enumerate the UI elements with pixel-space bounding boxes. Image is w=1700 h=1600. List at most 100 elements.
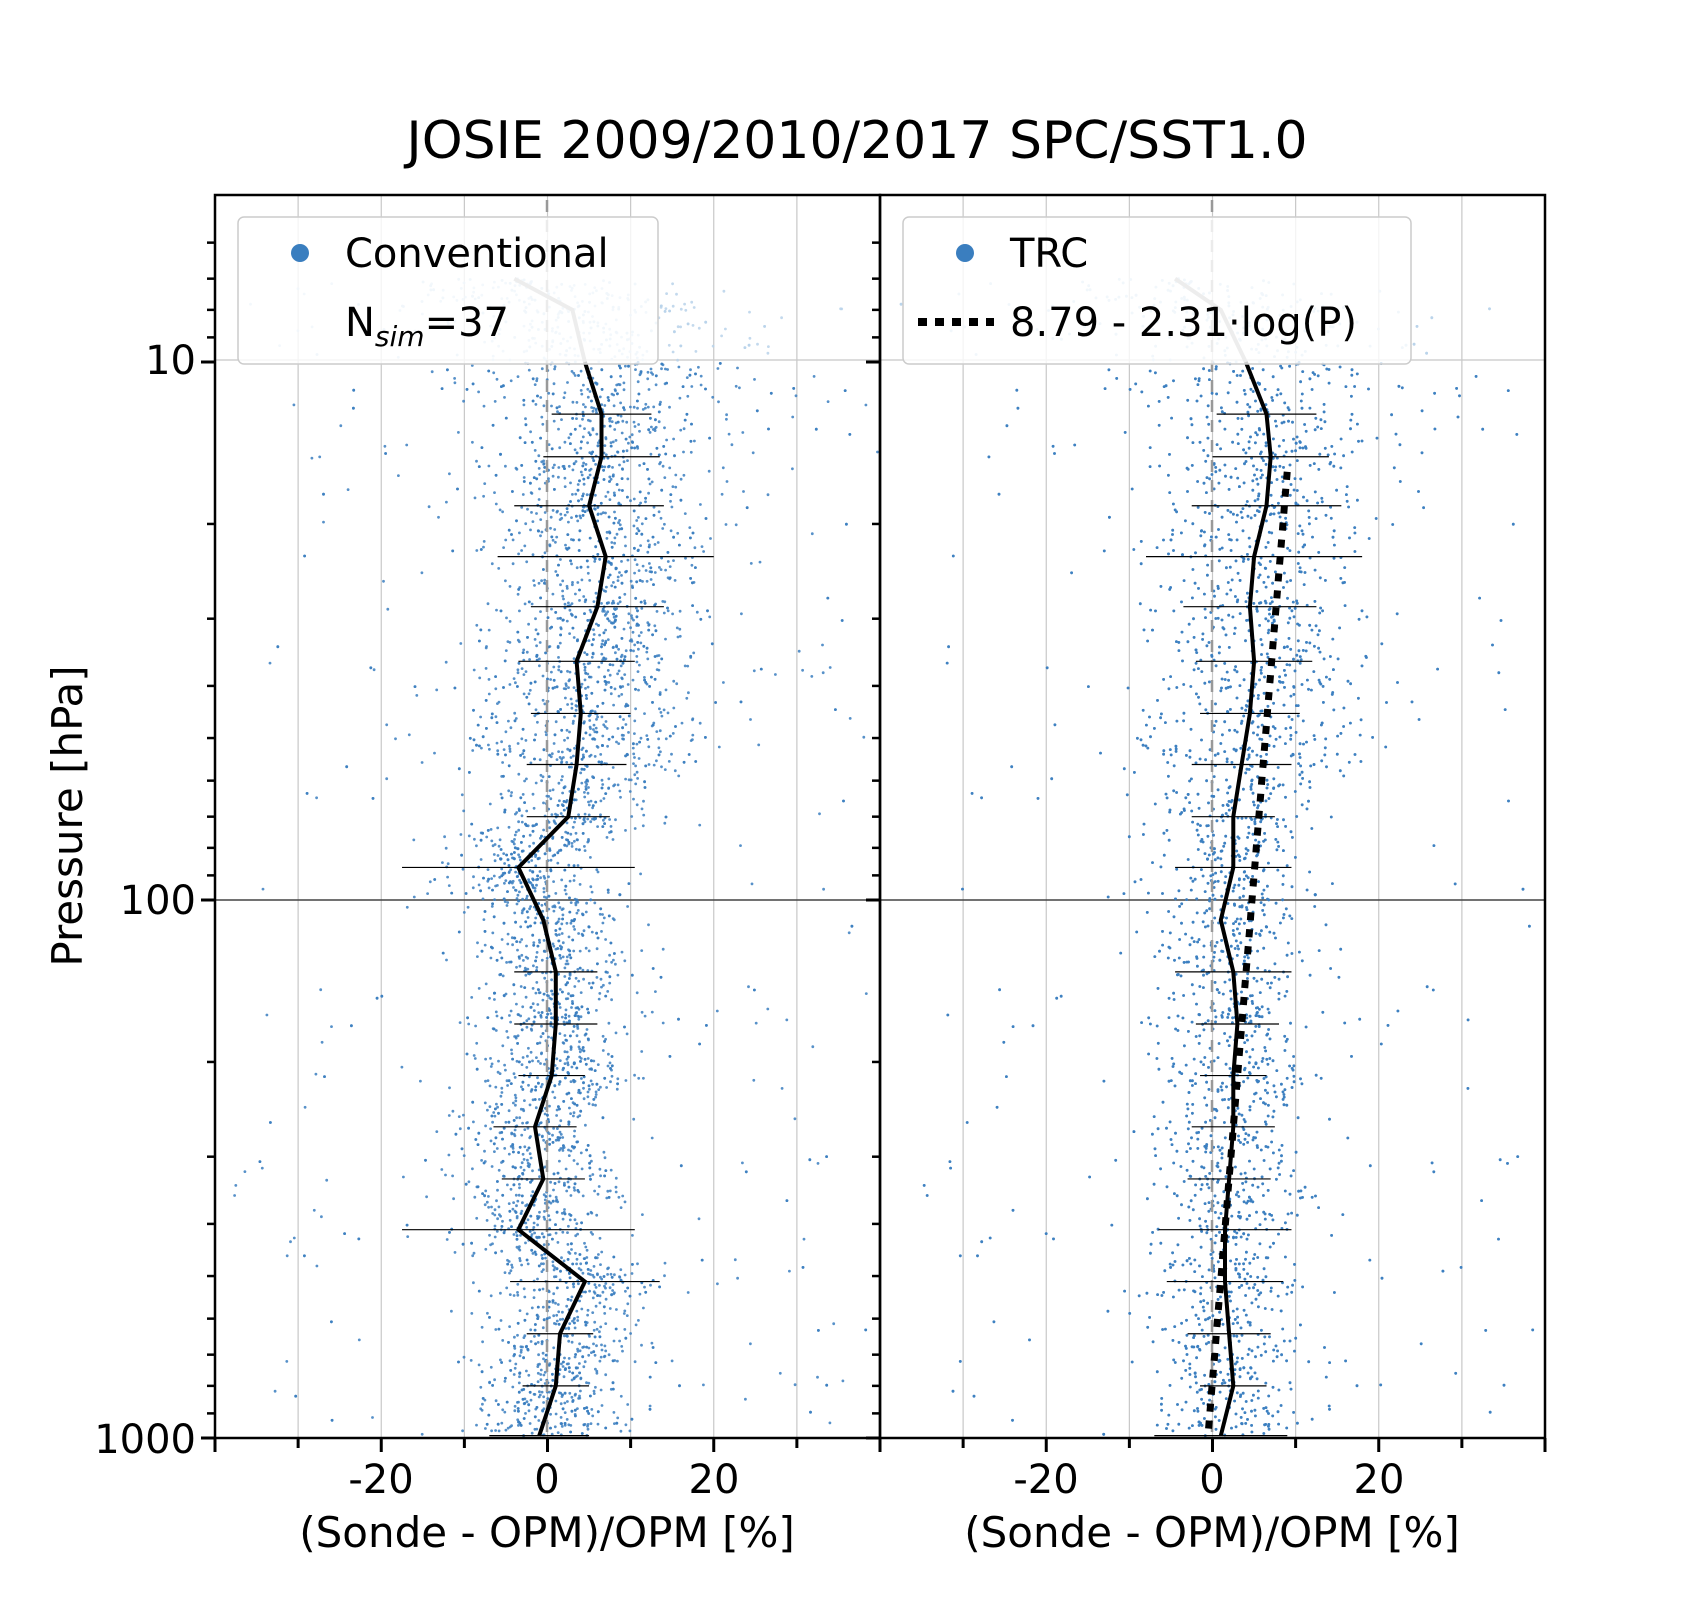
scatter-point [520, 820, 524, 824]
scatter-point [617, 742, 621, 745]
scatter-point [601, 1034, 605, 1038]
scatter-point [552, 880, 555, 883]
scatter-point [542, 1138, 545, 1142]
scatter-point [382, 579, 385, 583]
scatter-point [608, 573, 612, 577]
scatter-point [596, 1294, 600, 1297]
scatter-point [839, 307, 842, 311]
scatter-point [616, 727, 620, 730]
scatter-point [596, 715, 599, 719]
scatter-point [470, 1241, 473, 1245]
scatter-point [691, 718, 694, 722]
scatter-point [590, 691, 594, 695]
scatter-point [640, 1050, 644, 1053]
scatter-point [845, 522, 848, 526]
scatter-point [564, 1327, 568, 1330]
scatter-point [644, 517, 648, 520]
scatter-point [620, 693, 624, 696]
scatter-point [594, 493, 597, 497]
scatter-point [576, 1115, 580, 1119]
scatter-point [648, 562, 651, 565]
scatter-point [591, 1414, 595, 1418]
scatter-point [673, 454, 676, 458]
scatter-point [620, 950, 624, 954]
scatter-point [821, 671, 825, 675]
scatter-point [560, 760, 564, 764]
scatter-point [569, 697, 573, 701]
scatter-point [527, 368, 531, 372]
scatter-point [569, 1080, 573, 1083]
scatter-point [518, 1186, 521, 1190]
scatter-point [628, 1294, 632, 1298]
scatter-point [613, 536, 617, 540]
scatter-point [536, 1305, 540, 1309]
scatter-point [542, 1268, 545, 1271]
scatter-point [538, 870, 542, 873]
scatter-point [504, 1376, 507, 1380]
scatter-point [624, 1289, 627, 1293]
scatter-point [504, 1068, 507, 1072]
scatter-point [491, 1384, 494, 1387]
scatter-point [716, 1282, 719, 1286]
scatter-point [622, 381, 626, 385]
scatter-point [551, 836, 555, 840]
scatter-point [514, 920, 517, 924]
scatter-point [552, 1188, 555, 1192]
scatter-point [524, 1412, 527, 1415]
scatter-point [509, 794, 513, 798]
scatter-point [576, 1407, 579, 1410]
scatter-point [661, 527, 665, 530]
scatter-point [568, 953, 572, 957]
scatter-point [606, 1267, 609, 1271]
scatter-point [517, 772, 521, 776]
scatter-point [498, 875, 502, 879]
scatter-point [551, 905, 555, 909]
scatter-point [744, 1170, 748, 1174]
scatter-point [535, 1056, 538, 1059]
scatter-point [637, 529, 641, 533]
scatter-point [520, 1063, 524, 1066]
scatter-point [477, 1363, 481, 1367]
scatter-point [467, 1180, 471, 1184]
scatter-point [611, 556, 614, 560]
scatter-point [426, 892, 429, 895]
scatter-point [539, 1121, 542, 1125]
scatter-point [603, 1344, 607, 1348]
scatter-point [500, 956, 504, 960]
scatter-point [552, 678, 556, 682]
scatter-point [596, 704, 599, 708]
scatter-point [642, 799, 645, 803]
scatter-point [490, 1165, 494, 1168]
scatter-point [369, 666, 373, 670]
scatter-point [522, 959, 525, 962]
scatter-point [412, 895, 416, 899]
scatter-point [534, 1342, 537, 1346]
scatter-point [591, 1082, 594, 1086]
scatter-point [542, 1262, 545, 1266]
scatter-point [531, 1002, 535, 1006]
scatter-point [472, 1281, 475, 1285]
scatter-point [812, 375, 816, 378]
scatter-point [568, 1218, 572, 1222]
scatter-point [722, 289, 726, 293]
scatter-point [566, 533, 570, 536]
scatter-point [657, 510, 661, 514]
scatter-point [525, 1369, 528, 1373]
scatter-point [607, 777, 611, 781]
scatter-point [624, 777, 627, 781]
scatter-point [489, 1243, 492, 1247]
scatter-point [581, 968, 585, 972]
scatter-point [474, 1138, 478, 1141]
scatter-point [592, 1275, 596, 1279]
scatter-point [583, 612, 586, 615]
scatter-point [529, 681, 533, 685]
scatter-point [518, 640, 521, 644]
scatter-point [640, 522, 644, 526]
scatter-point [589, 1231, 593, 1234]
scatter-point [577, 1015, 581, 1018]
scatter-point [330, 1418, 334, 1422]
scatter-point [647, 477, 651, 481]
scatter-point [646, 550, 650, 554]
scatter-point [614, 1190, 618, 1194]
scatter-point [484, 1124, 487, 1128]
